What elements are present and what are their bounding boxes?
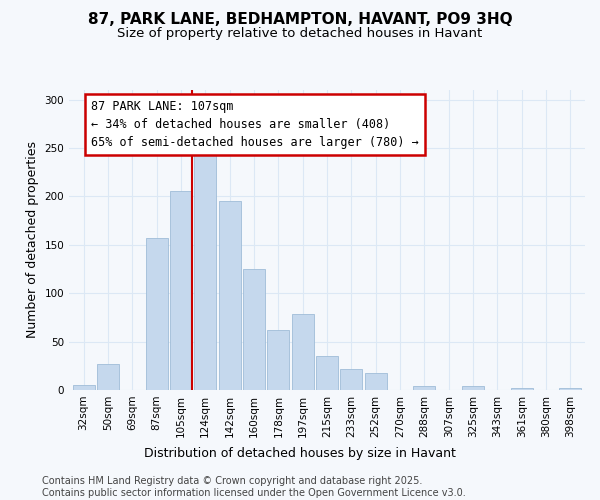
Bar xyxy=(170,190,192,390)
Bar xyxy=(146,238,167,390)
Bar xyxy=(413,386,436,390)
Text: Distribution of detached houses by size in Havant: Distribution of detached houses by size … xyxy=(144,448,456,460)
Text: Contains HM Land Registry data © Crown copyright and database right 2025.
Contai: Contains HM Land Registry data © Crown c… xyxy=(42,476,466,498)
Bar xyxy=(462,386,484,390)
Bar xyxy=(243,269,265,390)
Bar xyxy=(73,385,95,390)
Bar xyxy=(559,388,581,390)
Bar xyxy=(340,368,362,390)
Bar xyxy=(268,330,289,390)
Bar xyxy=(292,314,314,390)
Text: 87 PARK LANE: 107sqm
← 34% of detached houses are smaller (408)
65% of semi-deta: 87 PARK LANE: 107sqm ← 34% of detached h… xyxy=(91,100,419,148)
Text: 87, PARK LANE, BEDHAMPTON, HAVANT, PO9 3HQ: 87, PARK LANE, BEDHAMPTON, HAVANT, PO9 3… xyxy=(88,12,512,28)
Bar xyxy=(316,356,338,390)
Bar xyxy=(365,372,386,390)
Bar xyxy=(194,146,216,390)
Text: Size of property relative to detached houses in Havant: Size of property relative to detached ho… xyxy=(118,28,482,40)
Bar xyxy=(97,364,119,390)
Bar xyxy=(511,388,533,390)
Y-axis label: Number of detached properties: Number of detached properties xyxy=(26,142,39,338)
Bar xyxy=(218,202,241,390)
